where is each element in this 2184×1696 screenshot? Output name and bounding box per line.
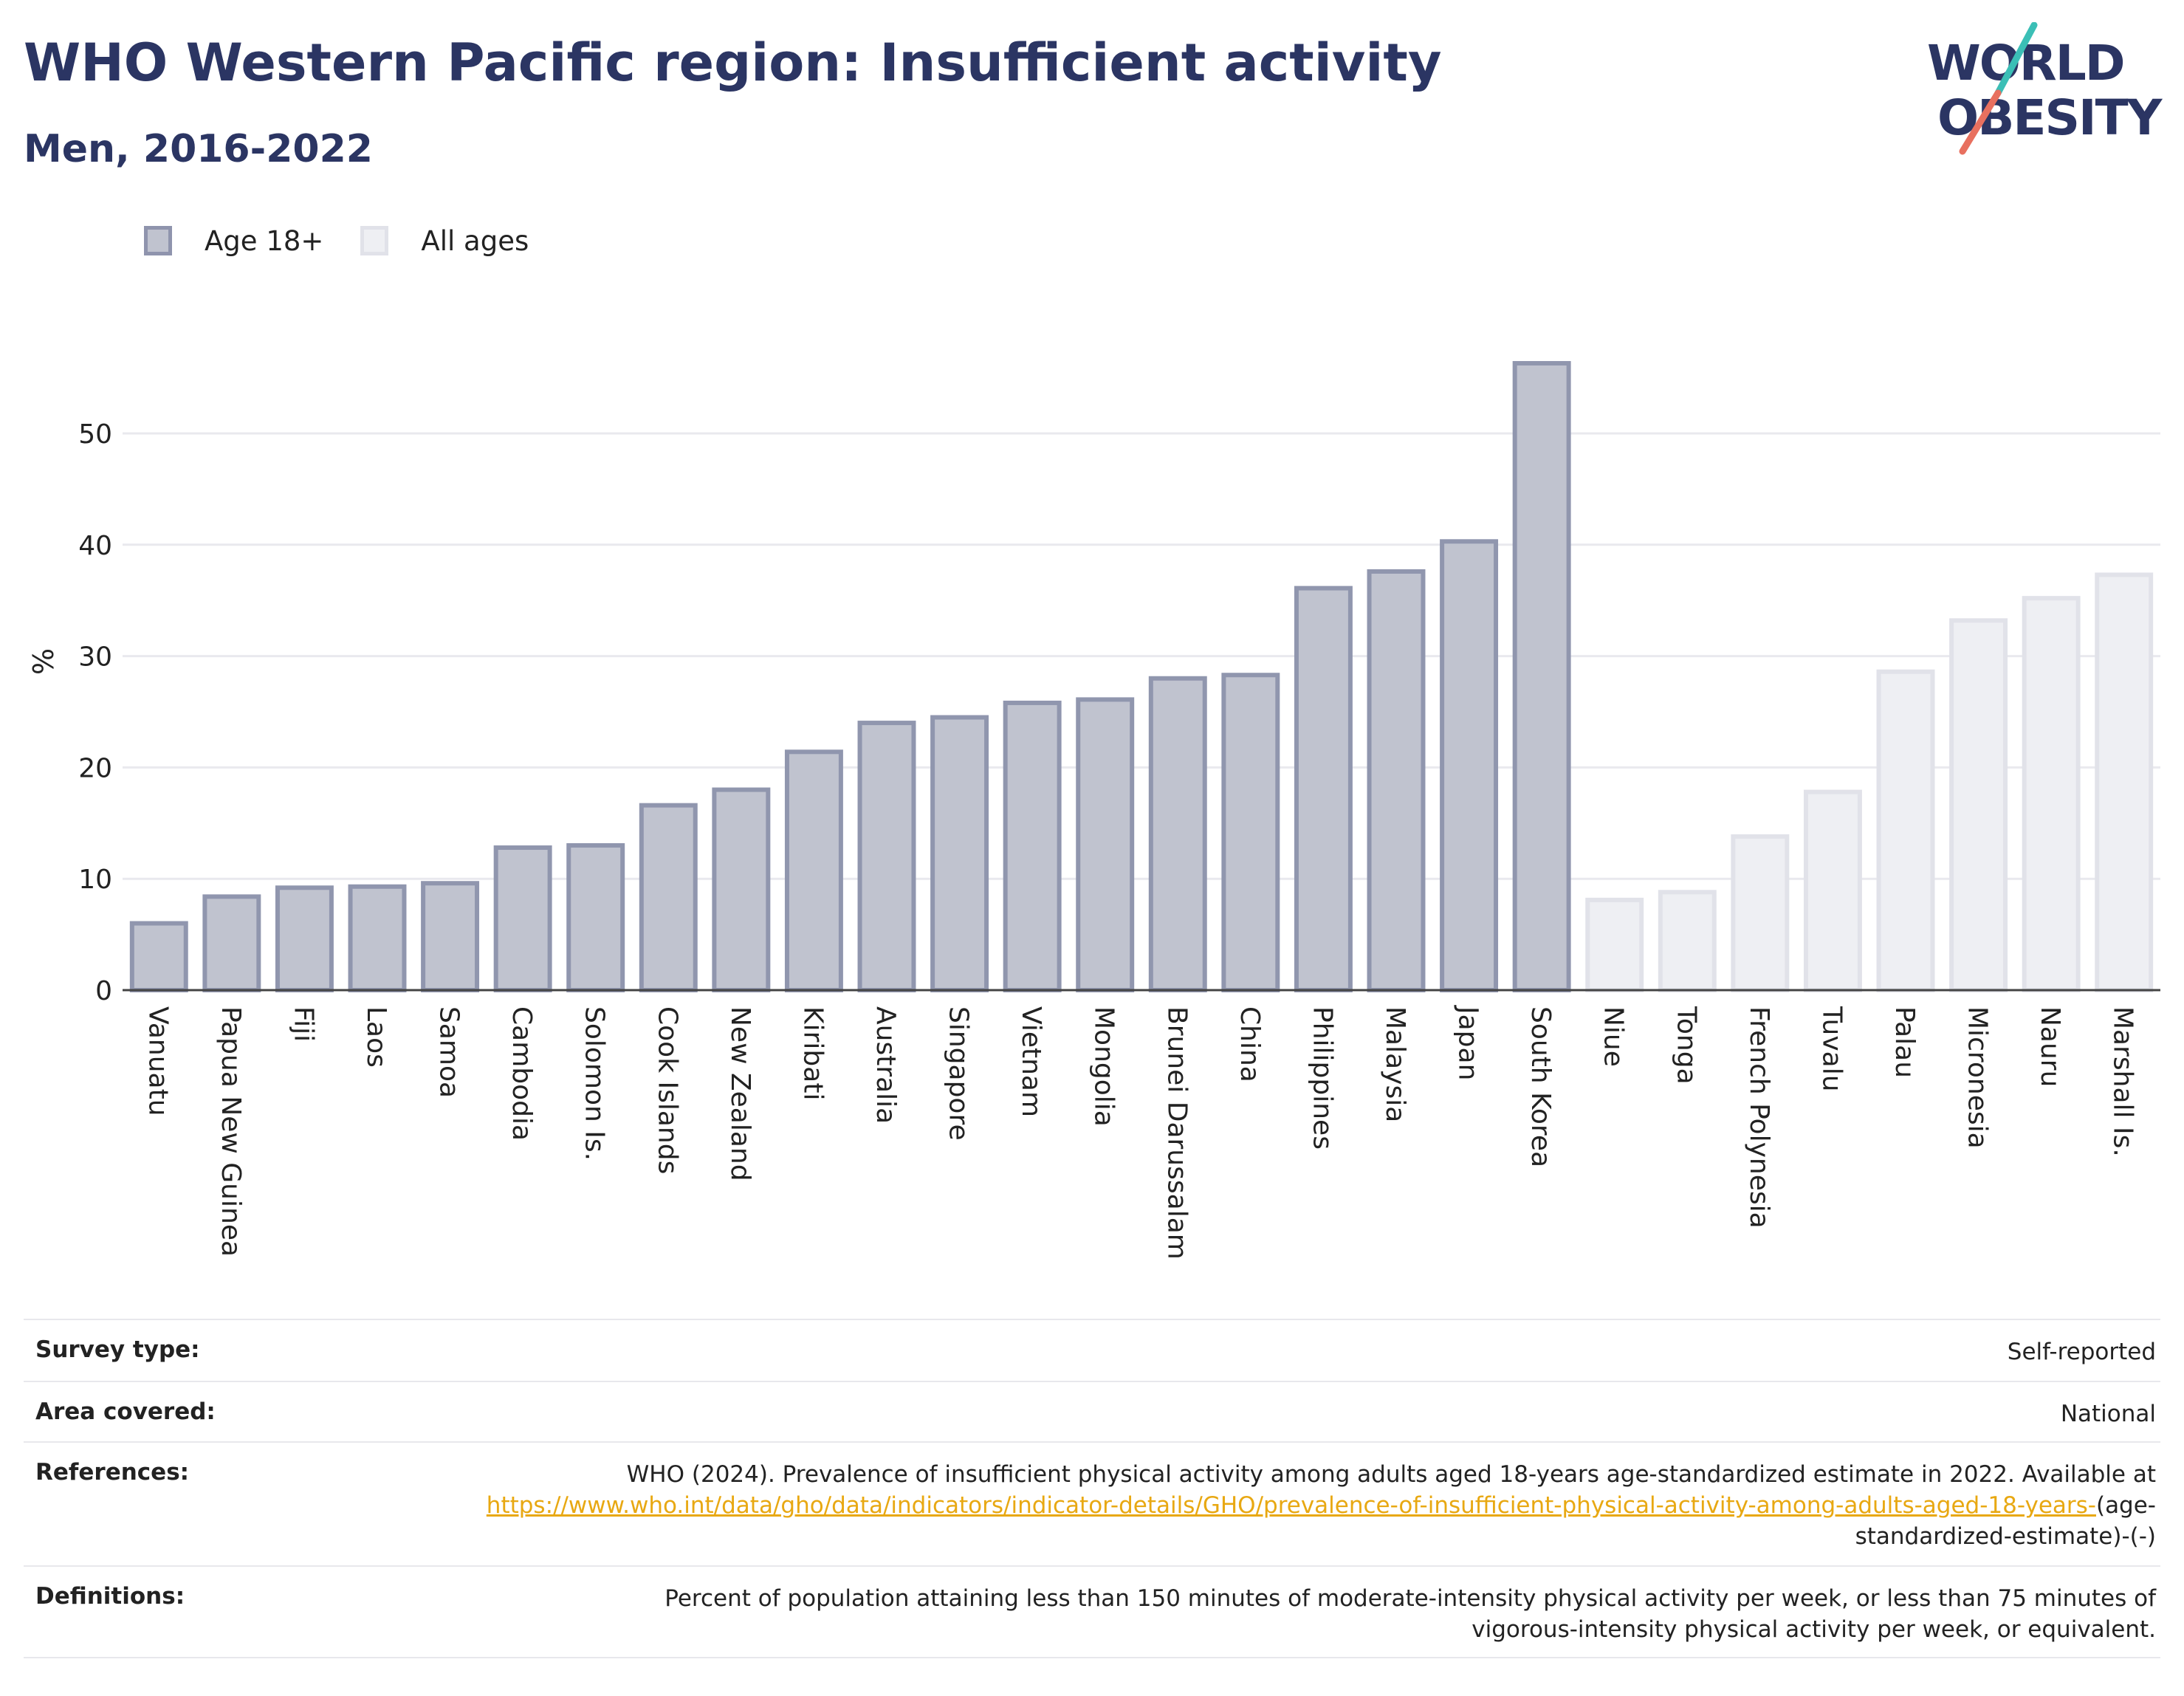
bar-kiribati[interactable] <box>784 749 843 993</box>
bar-vanuatu[interactable] <box>129 921 188 993</box>
y-tick-label: 30 <box>78 642 112 673</box>
bar-tonga[interactable] <box>1658 890 1717 993</box>
x-tick-label: Australia <box>870 1006 901 1124</box>
x-tick-label: Tonga <box>1671 1006 1701 1085</box>
bar-singapore[interactable] <box>930 715 989 992</box>
x-tick-label: Samoa <box>434 1006 464 1098</box>
legend-swatch-allages <box>360 226 389 255</box>
chart-subtitle: Men, 2016-2022 <box>24 127 373 171</box>
world-obesity-logo: WORLD OBESITY <box>1927 22 2165 155</box>
bar-tuvalu[interactable] <box>1803 789 1862 993</box>
references-text: WHO (2024). Prevalence of insufficient p… <box>626 1461 2156 1488</box>
x-tick-label: Nauru <box>2035 1006 2065 1087</box>
y-tick-labels: 0 10 20 30 40 50 <box>78 419 112 1006</box>
legend-swatch-age18 <box>144 226 172 255</box>
x-tick-label: Vietnam <box>1016 1006 1046 1117</box>
bar-solomon-is-[interactable] <box>566 842 625 992</box>
definitions-value: Percent of population attaining less tha… <box>665 1585 2156 1643</box>
x-tick-label: New Zealand <box>725 1006 755 1181</box>
logo-slash-top <box>1994 22 2038 97</box>
bar-fiji[interactable] <box>275 885 334 993</box>
references-link[interactable]: https://www.who.int/data/gho/data/indica… <box>486 1492 2096 1519</box>
x-tick-label: Kiribati <box>797 1006 828 1100</box>
bar-palau[interactable] <box>1876 669 1935 992</box>
definitions-label: Definitions: <box>35 1583 185 1610</box>
y-tick-label: 0 <box>95 976 112 1006</box>
x-tick-label: Solomon Is. <box>580 1006 610 1161</box>
x-tick-label: Singapore <box>944 1006 974 1141</box>
bar-nauru[interactable] <box>2022 596 2081 992</box>
survey-type-label: Survey type: <box>35 1336 200 1363</box>
chart-title: WHO Western Pacific region: Insufficient… <box>24 32 1442 93</box>
info-row-references: References: WHO (2024). Prevalence of in… <box>24 1441 2160 1565</box>
bar-malaysia[interactable] <box>1367 569 1426 992</box>
x-tick-label: Laos <box>361 1006 391 1068</box>
x-tick-label: Cambodia <box>506 1006 537 1141</box>
x-tick-label: Marshall Is. <box>2108 1006 2138 1157</box>
x-tick-label: Palau <box>1889 1006 1920 1078</box>
area-covered-value: National <box>2060 1401 2156 1427</box>
x-tick-label: South Korea <box>1525 1006 1556 1167</box>
x-tick-label: Vanuatu <box>142 1006 173 1116</box>
y-axis-label: % <box>27 648 60 675</box>
bar-australia[interactable] <box>857 721 916 993</box>
x-tick-label: Tuvalu <box>1816 1006 1847 1092</box>
bar-philippines[interactable] <box>1294 586 1353 992</box>
x-tick-label: Mongolia <box>1089 1006 1119 1127</box>
info-row-survey-type: Survey type: Self-reported <box>24 1319 2160 1381</box>
x-tick-label: Malaysia <box>1380 1006 1410 1122</box>
area-covered-label: Area covered: <box>35 1398 216 1425</box>
bar-south-korea[interactable] <box>1512 360 1571 993</box>
y-tick-label: 20 <box>78 753 112 783</box>
info-row-definitions: Definitions: Percent of population attai… <box>24 1565 2160 1658</box>
y-tick-label: 10 <box>78 865 112 895</box>
bar-cambodia[interactable] <box>493 845 552 992</box>
survey-type-value: Self-reported <box>2007 1339 2156 1365</box>
references-value: WHO (2024). Prevalence of insufficient p… <box>449 1459 2160 1565</box>
bar-mongolia[interactable] <box>1076 697 1135 992</box>
x-tick-label: Niue <box>1598 1006 1629 1067</box>
bar-vietnam[interactable] <box>1003 700 1062 992</box>
x-tick-label: Brunei Darussalam <box>1161 1006 1192 1260</box>
legend-item-age18[interactable]: Age 18+ <box>144 225 323 257</box>
references-suffix: (age-standardized-estimate)-(-) <box>1855 1492 2156 1550</box>
x-tick-label: Papua New Guinea <box>216 1006 246 1257</box>
bar-chart: 0 10 20 30 40 50 Vanuatu Papua New Guinea Fiji L… <box>27 360 2160 1260</box>
x-tick-label: Micronesia <box>1962 1006 1993 1149</box>
x-tick-labels: Vanuatu Papua New Guinea Fiji Laos Samoa Camb… <box>142 1005 2137 1260</box>
y-tick-label: 50 <box>78 419 112 450</box>
y-tick-label: 40 <box>78 531 112 561</box>
bar-niue[interactable] <box>1585 897 1644 993</box>
x-tick-label: Philippines <box>1307 1006 1337 1150</box>
bar-japan[interactable] <box>1440 539 1499 992</box>
legend-item-allages[interactable]: All ages <box>360 225 529 257</box>
bars <box>129 360 2154 993</box>
bar-french-polynesia[interactable] <box>1731 834 1790 992</box>
x-tick-label: French Polynesia <box>1744 1006 1774 1229</box>
x-tick-label: China <box>1234 1006 1265 1082</box>
x-tick-label: Cook Islands <box>652 1006 682 1174</box>
bar-new-zealand[interactable] <box>712 787 771 993</box>
info-row-area-covered: Area covered: National <box>24 1381 2160 1441</box>
legend-label-age18: Age 18+ <box>205 224 324 257</box>
legend-label-allages: All ages <box>421 224 529 257</box>
x-tick-label: Fiji <box>288 1006 318 1042</box>
bar-china[interactable] <box>1221 673 1280 993</box>
bar-cook-islands[interactable] <box>639 803 698 992</box>
bar-papua-new-guinea[interactable] <box>202 894 261 992</box>
bar-laos[interactable] <box>348 884 407 992</box>
logo-slash-bottom <box>1959 89 2002 155</box>
x-tick-label: Japan <box>1453 1005 1483 1080</box>
info-table: Survey type: Self-reported Area covered:… <box>24 1319 2160 1658</box>
chart-legend: Age 18+ All ages <box>144 219 566 263</box>
bar-samoa[interactable] <box>421 881 480 993</box>
bar-marshall-is-[interactable] <box>2095 572 2154 992</box>
bar-micronesia[interactable] <box>1949 618 2008 992</box>
bar-brunei-darussalam[interactable] <box>1148 676 1207 992</box>
references-label: References: <box>35 1459 190 1486</box>
